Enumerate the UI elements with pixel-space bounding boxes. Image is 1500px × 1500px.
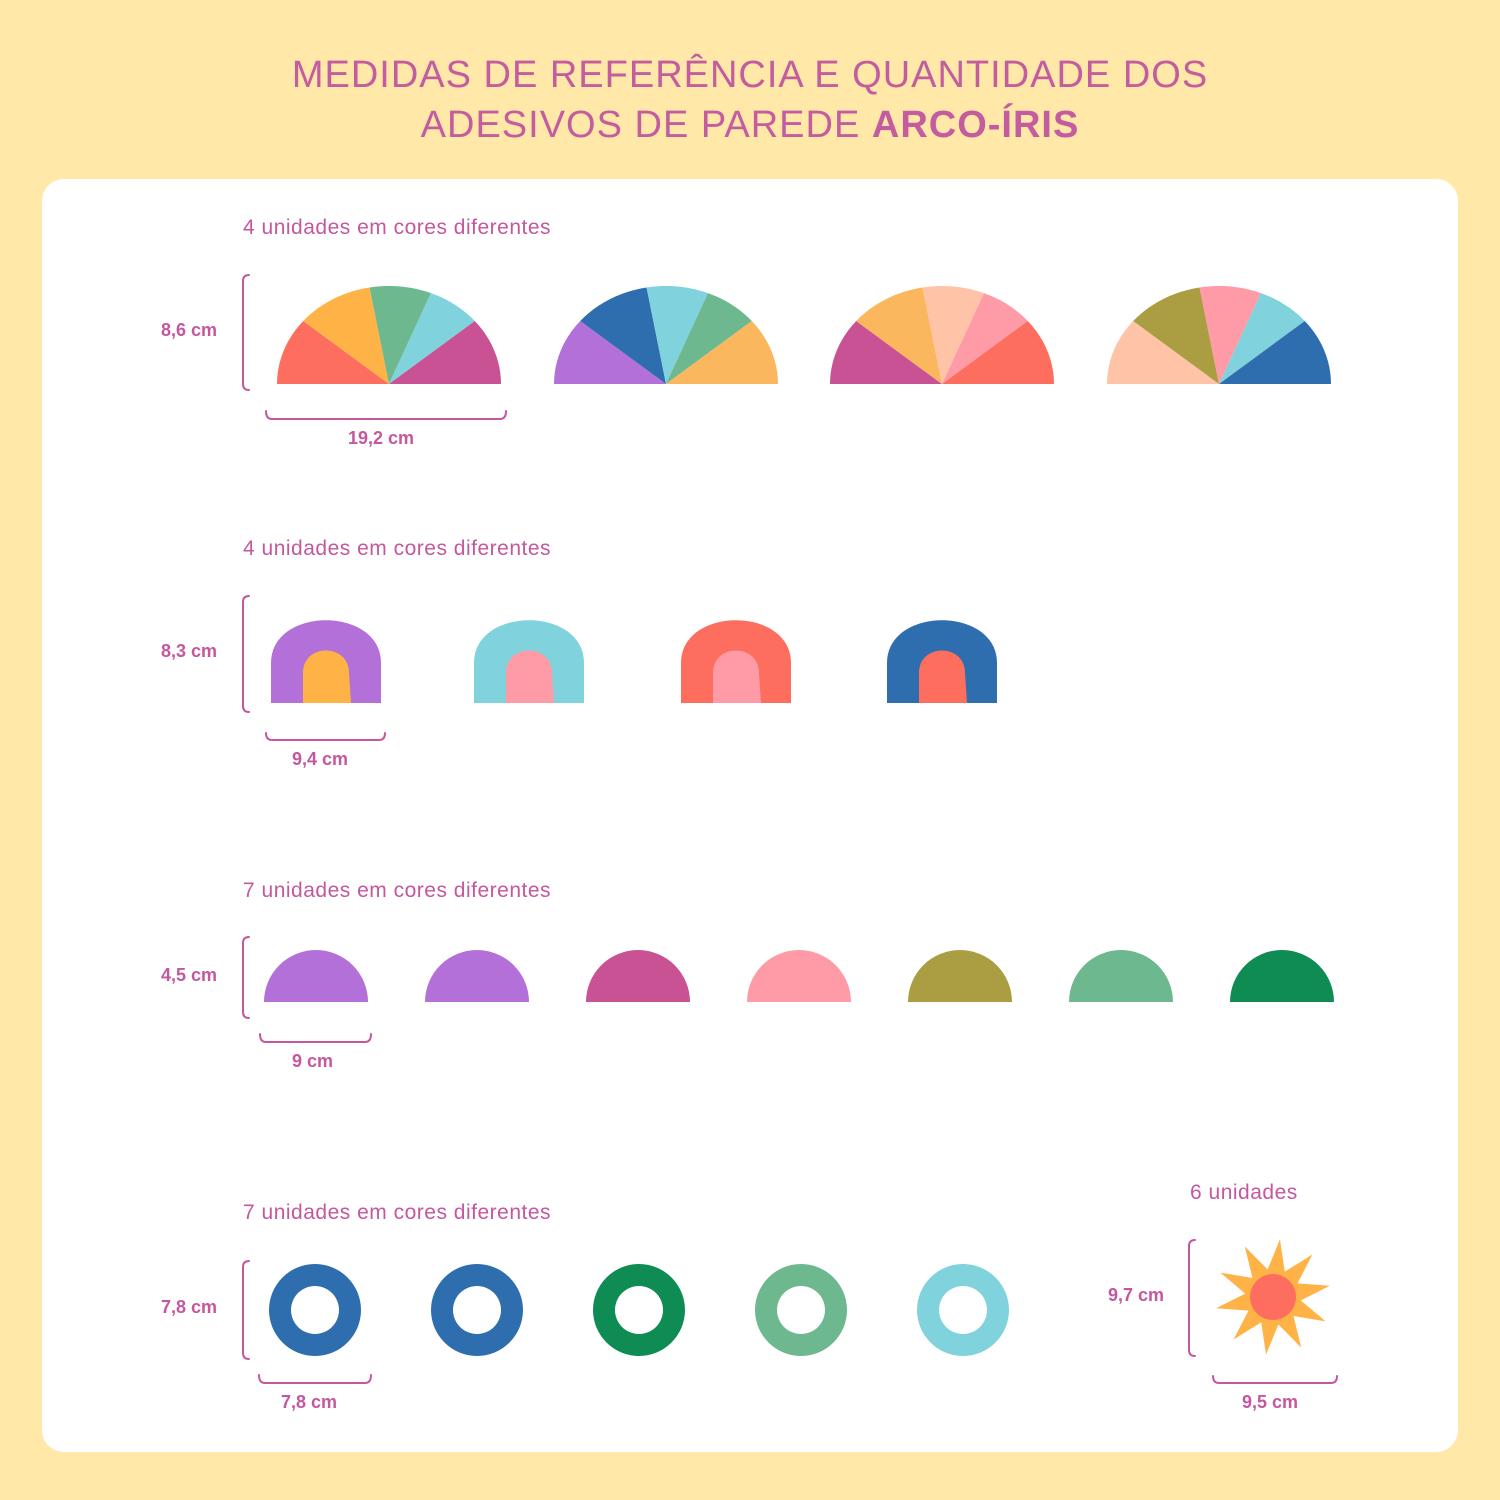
fan-segment — [922, 286, 984, 384]
bracket-s5-height — [1188, 1239, 1196, 1357]
section-2-width: 9,4 cm — [292, 749, 349, 769]
double-arch-sticker-3 — [681, 620, 791, 703]
fan-sticker-4 — [1107, 286, 1331, 384]
fan-sticker-2 — [554, 286, 778, 384]
bracket-s3-height — [242, 936, 250, 1019]
sun-stickers — [1216, 1239, 1330, 1355]
semicircle-sticker-1 — [264, 950, 368, 1002]
fan-segment — [303, 287, 389, 384]
ring-sticker-4 — [755, 1264, 847, 1356]
semicircle-sticker-5 — [908, 950, 1012, 1002]
ring-sticker-3 — [593, 1264, 685, 1356]
fan-segment — [646, 286, 708, 384]
fan-segment — [1133, 287, 1219, 384]
fan-sticker-1 — [277, 286, 501, 384]
bracket-s5-width — [1212, 1375, 1338, 1384]
inner-arch — [713, 650, 761, 703]
section-5-width: 9,5 cm — [1242, 1392, 1299, 1412]
ring-sticker-1 — [269, 1264, 361, 1356]
fan-sticker-3 — [830, 286, 1054, 384]
fan-segment — [666, 293, 752, 384]
fan-segment — [1219, 293, 1305, 384]
fan-segment — [1107, 321, 1219, 384]
bracket-s4-width — [258, 1374, 372, 1384]
section-3-width: 9 cm — [292, 1051, 334, 1071]
section-3-height: 4,5 cm — [161, 965, 218, 985]
section-1-label: 4 unidades em cores diferentes — [243, 216, 552, 239]
title-line-2-regular: ADESIVOS DE PAREDE — [420, 104, 872, 146]
semicircle-sticker-2 — [425, 950, 529, 1002]
section-5-height: 9,7 cm — [1108, 1285, 1165, 1305]
ring-stickers — [269, 1264, 1009, 1356]
double-arch-sticker-4 — [887, 620, 997, 703]
fan-segment — [369, 286, 431, 384]
fan-segment — [830, 321, 942, 384]
section-3-label: 7 unidades em cores diferentes — [243, 879, 552, 902]
double-arch-sticker-1 — [271, 620, 381, 703]
section-4-height: 7,8 cm — [161, 1297, 218, 1317]
content-card — [42, 179, 1458, 1452]
fan-segment — [942, 321, 1054, 384]
title-line-2: ADESIVOS DE PAREDE ARCO-ÍRIS — [0, 100, 1500, 150]
inner-arch — [303, 650, 351, 703]
section-1-width: 19,2 cm — [348, 428, 415, 448]
double-arch-stickers — [271, 620, 997, 703]
bracket-s3-width — [259, 1033, 372, 1043]
fan-segment — [942, 293, 1028, 384]
double-arch-sticker-2 — [474, 620, 584, 703]
semicircle-sticker-6 — [1069, 950, 1173, 1002]
ring-sticker-5 — [917, 1264, 1009, 1356]
fan-segment — [277, 321, 389, 384]
sun-sticker — [1216, 1239, 1330, 1355]
fan-segment — [580, 287, 666, 384]
section-2-height: 8,3 cm — [161, 641, 218, 661]
fan-segment — [856, 287, 942, 384]
fan-segment — [666, 321, 778, 384]
bracket-s4-height — [242, 1260, 250, 1360]
section-1-height: 8,6 cm — [161, 320, 218, 340]
fan-stickers — [277, 286, 1331, 384]
bracket-s2-width — [265, 732, 386, 741]
semicircle-sticker-3 — [586, 950, 690, 1002]
fan-segment — [389, 321, 501, 384]
sun-center — [1250, 1274, 1296, 1320]
fan-segment — [554, 321, 666, 384]
semicircle-stickers — [264, 950, 1334, 1002]
page-title: MEDIDAS DE REFERÊNCIA E QUANTIDADE DOS A… — [0, 50, 1500, 150]
fan-segment — [389, 293, 475, 384]
ring-sticker-2 — [431, 1264, 523, 1356]
bracket-s1-height — [242, 274, 250, 391]
bracket-s2-height — [242, 595, 250, 713]
semicircle-sticker-4 — [747, 950, 851, 1002]
section-5-label: 6 unidades — [1190, 1181, 1298, 1204]
inner-arch — [506, 650, 554, 703]
semicircle-sticker-7 — [1230, 950, 1334, 1002]
title-line-1: MEDIDAS DE REFERÊNCIA E QUANTIDADE DOS — [291, 54, 1209, 96]
section-4-label: 7 unidades em cores diferentes — [243, 1201, 552, 1224]
bracket-s1-width — [265, 410, 507, 420]
inner-arch — [919, 650, 967, 703]
section-2-label: 4 unidades em cores diferentes — [243, 537, 552, 560]
fan-segment — [1219, 321, 1331, 384]
fan-segment — [1199, 286, 1261, 384]
measure-brackets — [242, 274, 1338, 1384]
section-4-width: 7,8 cm — [281, 1392, 338, 1412]
title-line-2-bold: ARCO-ÍRIS — [871, 104, 1080, 146]
